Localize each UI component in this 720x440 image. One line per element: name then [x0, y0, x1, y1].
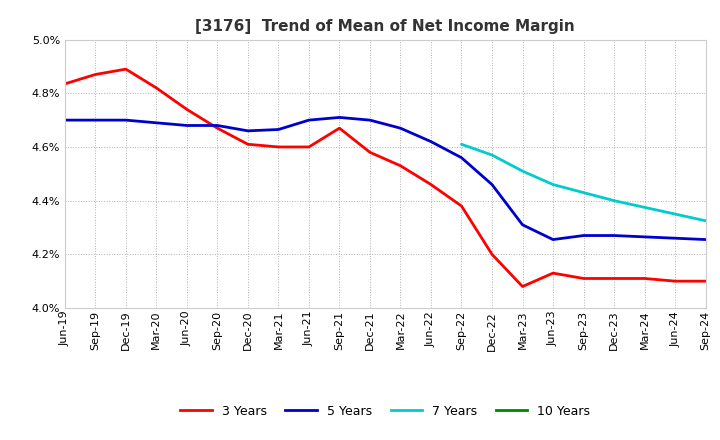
5 Years	[183, 123, 192, 128]
3 Years	[427, 182, 436, 187]
3 Years	[243, 142, 252, 147]
5 Years	[487, 182, 496, 187]
5 Years	[671, 235, 680, 241]
7 Years	[610, 198, 618, 203]
7 Years	[640, 205, 649, 210]
Title: [3176]  Trend of Mean of Net Income Margin: [3176] Trend of Mean of Net Income Margi…	[195, 19, 575, 34]
5 Years	[274, 127, 283, 132]
3 Years	[122, 66, 130, 72]
3 Years	[549, 271, 557, 276]
7 Years	[487, 152, 496, 158]
5 Years	[366, 117, 374, 123]
Line: 5 Years: 5 Years	[65, 117, 706, 239]
7 Years	[518, 169, 527, 174]
3 Years	[671, 279, 680, 284]
Line: 3 Years: 3 Years	[65, 69, 706, 286]
5 Years	[60, 117, 69, 123]
3 Years	[396, 163, 405, 169]
3 Years	[60, 81, 69, 87]
5 Years	[91, 117, 99, 123]
Legend: 3 Years, 5 Years, 7 Years, 10 Years: 3 Years, 5 Years, 7 Years, 10 Years	[176, 400, 595, 422]
7 Years	[579, 190, 588, 195]
5 Years	[213, 123, 222, 128]
3 Years	[183, 107, 192, 112]
3 Years	[518, 284, 527, 289]
3 Years	[579, 276, 588, 281]
5 Years	[305, 117, 313, 123]
7 Years	[701, 218, 710, 224]
3 Years	[487, 252, 496, 257]
5 Years	[427, 139, 436, 144]
5 Years	[335, 115, 343, 120]
5 Years	[152, 120, 161, 125]
5 Years	[518, 222, 527, 227]
5 Years	[457, 155, 466, 160]
3 Years	[366, 150, 374, 155]
3 Years	[610, 276, 618, 281]
7 Years	[549, 182, 557, 187]
5 Years	[122, 117, 130, 123]
5 Years	[396, 125, 405, 131]
3 Years	[213, 125, 222, 131]
3 Years	[457, 203, 466, 209]
3 Years	[335, 125, 343, 131]
5 Years	[549, 237, 557, 242]
3 Years	[640, 276, 649, 281]
5 Years	[243, 128, 252, 133]
3 Years	[152, 85, 161, 91]
5 Years	[579, 233, 588, 238]
3 Years	[274, 144, 283, 150]
3 Years	[701, 279, 710, 284]
3 Years	[305, 144, 313, 150]
5 Years	[610, 233, 618, 238]
Line: 7 Years: 7 Years	[462, 144, 706, 221]
3 Years	[91, 72, 99, 77]
7 Years	[671, 211, 680, 216]
5 Years	[640, 234, 649, 239]
7 Years	[457, 142, 466, 147]
5 Years	[701, 237, 710, 242]
